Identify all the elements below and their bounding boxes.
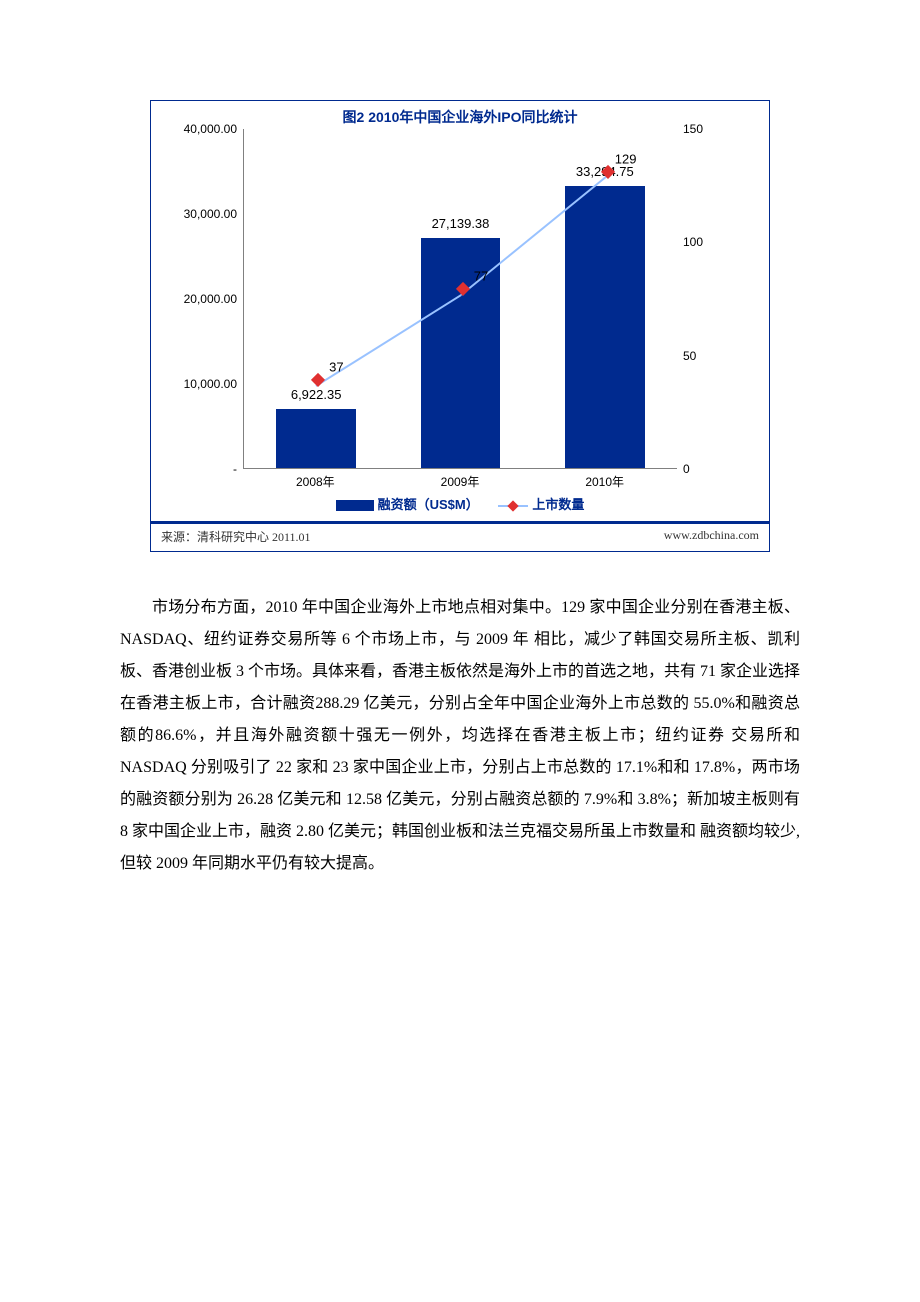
chart-source-bar: 来源：清科研究中心 2011.01 www.zdbchina.com — [151, 521, 769, 551]
x-axis: 2008年2009年2010年 — [151, 469, 769, 492]
source-left: 来源：清科研究中心 2011.01 — [161, 528, 311, 545]
source-right: www.zdbchina.com — [664, 528, 759, 545]
chart-title: 图2 2010年中国企业海外IPO同比统计 — [151, 101, 769, 129]
legend-line-label: 上市数量 — [532, 497, 584, 512]
body-paragraph: 市场分布方面，2010 年中国企业海外上市地点相对集中。129 家中国企业分别在… — [120, 592, 800, 880]
legend: 融资额（US$M） 上市数量 — [151, 492, 769, 521]
y-axis-right: 050100150 — [677, 129, 763, 469]
bar: 6,922.35 — [276, 409, 355, 468]
ipo-chart: 图2 2010年中国企业海外IPO同比统计 -10,000.0020,000.0… — [150, 100, 770, 552]
legend-line-swatch — [498, 505, 528, 507]
bar: 33,294.75 — [565, 186, 644, 468]
legend-bar-label: 融资额（US$M） — [378, 497, 479, 512]
plot-area: 6,922.3527,139.3833,294.753777129 — [243, 129, 677, 469]
y-axis-left: -10,000.0020,000.0030,000.0040,000.00 — [157, 129, 243, 469]
legend-bar-swatch — [336, 500, 374, 511]
plot-row: -10,000.0020,000.0030,000.0040,000.00 6,… — [151, 129, 769, 469]
